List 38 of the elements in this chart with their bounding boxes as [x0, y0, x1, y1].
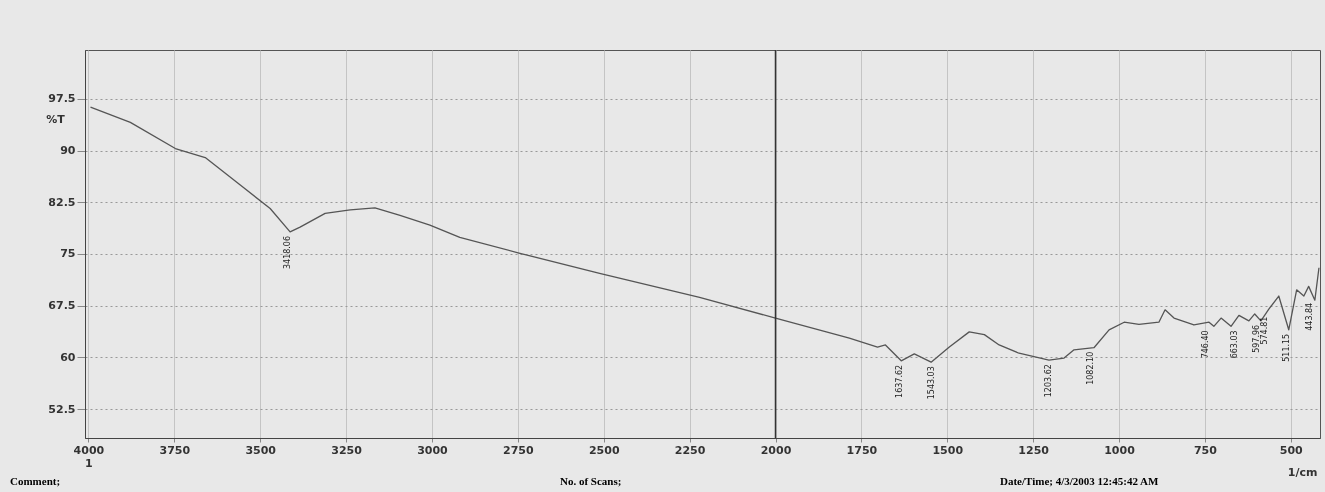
- x-tick-label: 1000: [1104, 443, 1136, 457]
- x-axis-title: 1/cm: [1287, 465, 1318, 479]
- y-tick-label: 82.5: [48, 195, 76, 209]
- x-tick-label: 1500: [932, 443, 964, 457]
- x-tick-label: 750: [1193, 443, 1218, 457]
- annotation: 511.15: [1282, 333, 1292, 362]
- annotation: 746.40: [1201, 330, 1211, 359]
- annotation: 1082.10: [1085, 351, 1095, 385]
- text: Date/Time; 4/3/2003 12:45:42 AM: [1000, 475, 1159, 487]
- x-tick-label: 3250: [331, 443, 363, 457]
- x-tick-label: 4000 1: [73, 443, 105, 470]
- annotation: 597.96: [1252, 324, 1262, 353]
- y-tick-label: 90: [60, 144, 76, 158]
- x-tick-label: 1750: [846, 443, 878, 457]
- y-tick-label: 67.5: [48, 299, 76, 313]
- annotation: 1543.03: [927, 366, 937, 400]
- x-tick-label: 1250: [1018, 443, 1050, 457]
- y-axis-title: %T: [46, 112, 66, 126]
- y-tick-label: 60: [60, 350, 76, 364]
- annotation: 443.84: [1305, 302, 1315, 331]
- text: Comment;: [10, 475, 61, 487]
- annotation: 1637.62: [895, 364, 905, 398]
- x-tick-label: 500: [1279, 443, 1304, 457]
- x-tick-label: 3000: [417, 443, 449, 457]
- annotation: 1203.62: [1044, 364, 1054, 398]
- y-tick-label: 75: [60, 247, 76, 261]
- x-tick-label: 2000: [760, 443, 792, 457]
- annotation: 663.03: [1229, 330, 1239, 359]
- y-tick-label: 52.5: [48, 402, 76, 416]
- x-tick-label: 2750: [503, 443, 534, 457]
- y-tick-label: 97.5: [48, 92, 76, 106]
- annotation: 574.81: [1260, 316, 1270, 345]
- x-tick-label: 2500: [588, 443, 620, 457]
- x-tick-label: 2250: [674, 443, 706, 457]
- x-tick-label: 3500: [245, 443, 277, 457]
- x-tick-label: 3750: [159, 443, 191, 457]
- annotation: 3418.06: [283, 235, 293, 270]
- text: No. of Scans;: [560, 475, 622, 487]
